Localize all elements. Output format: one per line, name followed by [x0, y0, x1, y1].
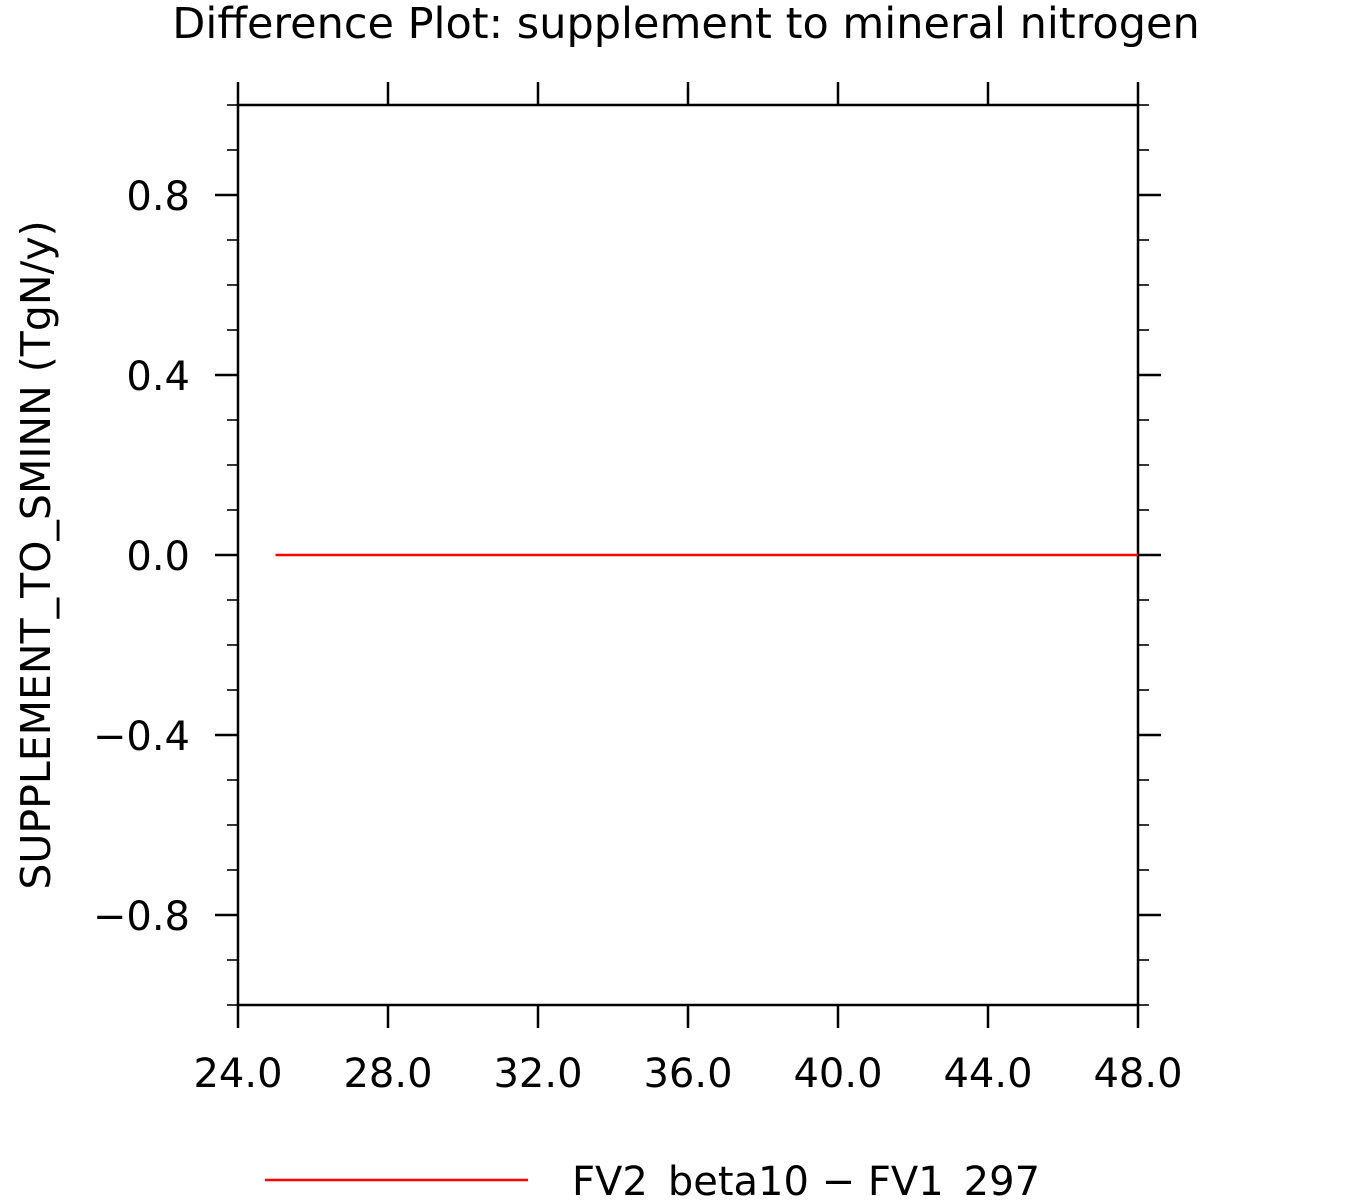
chart-title: Difference Plot: supplement to mineral n…: [172, 0, 1199, 49]
legend-label: FV2_beta10 − FV1_297: [572, 1159, 1040, 1200]
x-tick-label: 44.0: [943, 1051, 1032, 1097]
axis-tick-labels: 24.0 28.0 32.0 36.0 40.0 44.0 48.0 −0.8 −0.4 0.0 0…: [93, 174, 1183, 1097]
y-tick-label: 0.0: [126, 534, 190, 580]
x-tick-label: 28.0: [343, 1051, 432, 1097]
axis-ticks: [215, 82, 1161, 1028]
y-tick-label: 0.8: [126, 174, 190, 220]
x-tick-label: 32.0: [493, 1051, 582, 1097]
x-tick-label: 24.0: [193, 1051, 282, 1097]
x-tick-label: 36.0: [643, 1051, 732, 1097]
y-tick-label: −0.4: [93, 714, 190, 760]
legend: FV2_beta10 − FV1_297: [265, 1159, 1040, 1200]
y-tick-label: −0.8: [93, 894, 190, 940]
y-axis-label: SUPPLEMENT_TO_SMINN (TgN/y): [12, 220, 60, 889]
x-tick-label: 48.0: [1093, 1051, 1182, 1097]
y-tick-label: 0.4: [126, 354, 190, 400]
x-tick-label: 40.0: [793, 1051, 882, 1097]
